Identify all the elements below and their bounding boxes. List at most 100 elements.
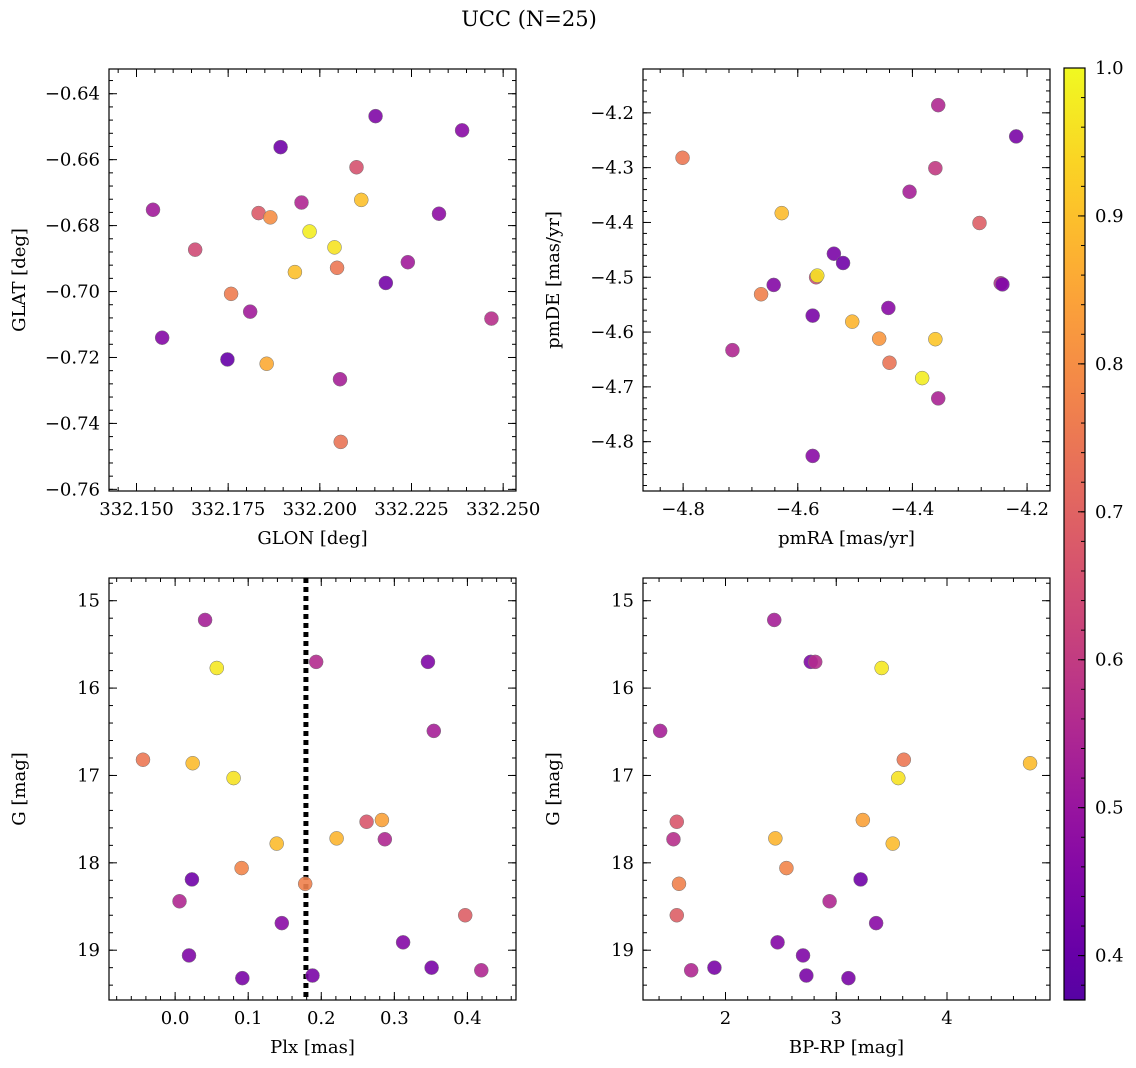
y-tick-label: −0.66 (45, 150, 100, 171)
data-point (871, 331, 887, 346)
data-point (881, 300, 896, 316)
data-point (294, 195, 309, 210)
data-point (287, 264, 303, 280)
data-point (226, 770, 241, 786)
data-point (333, 434, 348, 450)
data-point (332, 371, 348, 387)
figure-title: UCC (N=25) (461, 7, 597, 31)
y-tick-label: −4.6 (590, 322, 634, 343)
data-point (882, 355, 897, 371)
x-axis-label: pmRA [mas/yr] (778, 528, 915, 549)
data-point (822, 894, 837, 909)
colorbar-tick-label: 0.6 (1095, 650, 1124, 671)
data-point (400, 254, 416, 270)
panel-top-right: −4.8 −4.6 −4.4 −4.2 −4.8 −4.7 −4.6 −4.5 −4.4 −4.3… (543, 68, 1051, 549)
data-point (914, 370, 930, 386)
y-tick-label: −0.74 (45, 413, 100, 434)
y-tick-label: 18 (611, 853, 634, 874)
data-point (234, 860, 249, 876)
data-point (753, 286, 769, 302)
colorbar-tick-label: 0.4 (1095, 946, 1124, 967)
data-point (235, 970, 250, 986)
data-point (135, 752, 151, 767)
panel-bottom-left: 0.0 0.1 0.2 0.3 0.4 15 16 17 18 19 Plx [mas] G [mag… (9, 577, 517, 1058)
data-point (349, 159, 364, 175)
data-point (431, 206, 447, 221)
x-axis-label: Plx [mas] (270, 1037, 355, 1058)
y-tick-label: 17 (77, 765, 100, 786)
data-point (768, 831, 783, 846)
x-tick-label: 3 (831, 1008, 842, 1029)
colorbar-gradient (1063, 67, 1086, 1001)
data-point (354, 192, 369, 208)
x-tick-label: 2 (720, 1008, 731, 1029)
data-point (154, 330, 170, 345)
data-point (669, 814, 685, 830)
data-point (779, 860, 794, 876)
data-point (220, 352, 235, 367)
data-point (707, 960, 722, 975)
y-tick-label: −4.4 (590, 212, 634, 233)
data-point (185, 755, 200, 771)
data-point (666, 831, 681, 847)
y-tick-label: −4.3 (590, 158, 634, 179)
data-point (826, 246, 842, 261)
data-point (223, 286, 239, 302)
x-tick-label: 0.4 (453, 1008, 482, 1029)
data-point (835, 255, 851, 271)
data-point (891, 770, 906, 786)
y-tick-label: −0.76 (45, 479, 100, 500)
data-point (259, 356, 274, 371)
data-point (269, 836, 284, 851)
data-point (273, 139, 288, 155)
y-axis-label: G [mag] (9, 752, 30, 825)
data-point (972, 215, 987, 231)
colorbar: 0.4 0.5 0.6 0.7 0.8 0.9 1.0 (1063, 58, 1124, 1001)
data-point (896, 752, 912, 767)
y-tick-label: 15 (611, 591, 634, 612)
data-point (770, 935, 785, 950)
data-point (930, 391, 946, 406)
x-tick-label: −4.4 (891, 499, 935, 520)
x-tick-label: −4.6 (776, 499, 820, 520)
y-axis-label: G [mag] (543, 752, 564, 825)
data-point (242, 304, 258, 319)
data-point (805, 308, 820, 323)
x-tick-label: 0.1 (234, 1008, 263, 1029)
colorbar-tick-label: 0.5 (1095, 798, 1124, 819)
y-tick-label: 16 (77, 678, 100, 699)
data-point (145, 202, 161, 218)
data-point (308, 654, 324, 670)
data-point (683, 963, 699, 978)
y-tick-label: −4.5 (590, 267, 634, 288)
data-point (874, 660, 889, 676)
data-point (424, 960, 439, 975)
y-tick-label: 19 (77, 940, 100, 961)
data-point (807, 654, 823, 670)
data-point (377, 831, 393, 847)
y-axis-label: pmDE [mas/yr] (543, 211, 564, 349)
y-tick-label: 16 (611, 678, 634, 699)
data-point (274, 915, 290, 931)
colorbar-tick-label: 0.7 (1095, 502, 1124, 523)
x-tick-label: −4.2 (1005, 499, 1049, 520)
data-point (675, 150, 690, 166)
y-tick-label: 19 (611, 940, 634, 961)
data-point (844, 314, 860, 329)
data-point (928, 160, 943, 176)
data-point (368, 108, 383, 124)
data-point (774, 205, 789, 221)
data-point (855, 812, 871, 828)
colorbar-tick-label: 0.9 (1095, 206, 1124, 227)
data-point (795, 948, 811, 963)
y-tick-label: −0.70 (45, 282, 100, 303)
data-point (395, 935, 411, 950)
y-tick-label: 17 (611, 765, 634, 786)
x-tick-label: 332.225 (374, 499, 448, 520)
data-point (378, 275, 394, 291)
data-point (197, 612, 213, 628)
data-point (187, 242, 203, 257)
data-point (725, 342, 740, 358)
x-axis-label: BP-RP [mag] (789, 1037, 904, 1058)
